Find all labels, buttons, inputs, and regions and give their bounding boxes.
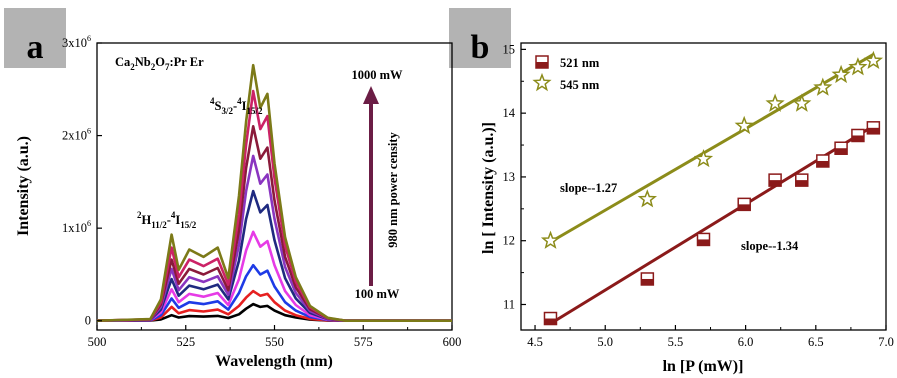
x-tick-label: 550 bbox=[265, 335, 284, 349]
x-tick-label: 6.0 bbox=[738, 335, 754, 349]
data-point-545 bbox=[863, 50, 884, 69]
spectrum-curve-9 bbox=[96, 63, 452, 322]
legend-marker-521-fill bbox=[536, 62, 548, 68]
legend-marker-545 bbox=[532, 72, 552, 92]
data-point-545 bbox=[693, 149, 714, 168]
loglog-x-ticks: 4.5 5.0 5.5 6.0 6.5 7.0 bbox=[527, 325, 894, 349]
power-arrow bbox=[363, 86, 379, 286]
data-point-545 bbox=[848, 57, 868, 76]
y-tick-label: 1x106 bbox=[62, 219, 91, 235]
data-point-521 bbox=[834, 141, 848, 155]
spectrum-x-ticks: 500 525 550 575 600 bbox=[88, 325, 462, 349]
power-dependence-chart: 4.5 5.0 5.5 6.0 6.5 7.0 11 12 13 14 15 ln [P (mW)… bbox=[480, 42, 894, 375]
loglog-y-ticks: 11 12 13 14 15 bbox=[503, 42, 526, 311]
panel-b-label: b bbox=[471, 29, 490, 66]
arrow-side-label: 980 nm power censity bbox=[386, 132, 400, 248]
spectrum-y-axis-label: Intensity (a.u.) bbox=[15, 136, 32, 236]
y-tick-label: 12 bbox=[503, 234, 516, 248]
panel-a-label-box bbox=[4, 8, 66, 68]
data-point-521 bbox=[851, 128, 865, 143]
data-point-521 bbox=[795, 173, 809, 187]
data-point-545 bbox=[637, 189, 658, 208]
legend-label-545: 545 nm bbox=[560, 78, 600, 92]
legend-label-521: 521 nm bbox=[560, 56, 600, 70]
legend: 521 nm 545 nm bbox=[532, 55, 600, 92]
arrow-bottom-label: 100 mW bbox=[355, 287, 400, 301]
spectrum-chart: 500 525 550 575 600 0 1x106 2x106 3x106 Wavelen… bbox=[15, 34, 461, 370]
data-point-521 bbox=[737, 197, 751, 212]
spectrum-curve-3 bbox=[96, 263, 452, 322]
data-point-545 bbox=[813, 77, 833, 96]
spectrum-curve-6 bbox=[96, 154, 452, 322]
data-point-521 bbox=[866, 121, 881, 135]
y-tick-label: 2x106 bbox=[62, 127, 91, 143]
x-tick-label: 600 bbox=[443, 335, 462, 349]
data-point-521 bbox=[768, 173, 782, 187]
data-point-521 bbox=[543, 311, 558, 326]
spectrum-y-ticks: 0 1x106 2x106 3x106 bbox=[62, 34, 102, 328]
x-tick-label: 4.5 bbox=[527, 335, 543, 349]
spectrum-x-axis-label: Wavelength (nm) bbox=[215, 353, 333, 370]
data-point-545 bbox=[831, 64, 851, 84]
data-point-545 bbox=[792, 93, 812, 112]
peak-label-s32: 4S3/2-4I15/2 bbox=[210, 96, 263, 116]
y-tick-label: 13 bbox=[503, 170, 516, 184]
data-point-521 bbox=[816, 154, 830, 168]
data-points bbox=[540, 50, 884, 326]
data-point-545 bbox=[765, 93, 785, 112]
x-tick-label: 500 bbox=[88, 335, 107, 349]
data-point-521 bbox=[696, 232, 711, 247]
loglog-y-axis-label: ln [ Intensity (a.u.)] bbox=[480, 122, 497, 254]
panel-a-label: a bbox=[27, 29, 44, 66]
y-tick-label: 0 bbox=[85, 314, 91, 328]
arrow-top-label: 1000 mW bbox=[351, 68, 403, 82]
data-point-521 bbox=[640, 272, 655, 286]
data-point-545 bbox=[734, 115, 754, 135]
slope-label-521: slope--1.34 bbox=[741, 239, 799, 253]
spectrum-curve-2 bbox=[96, 289, 452, 322]
spectrum-curve-4 bbox=[96, 230, 452, 322]
sample-label: Ca2Nb2O7:Pr Er bbox=[115, 55, 204, 72]
x-tick-label: 5.5 bbox=[668, 335, 684, 349]
power-arrow-head bbox=[363, 86, 379, 104]
peak-label-h112: 2H11/2-4I15/2 bbox=[137, 210, 197, 230]
spectrum-curve-7 bbox=[96, 125, 452, 322]
y-tick-label: 14 bbox=[503, 106, 516, 120]
spectrum-curve-5 bbox=[96, 189, 452, 322]
panel-b-label-box bbox=[449, 8, 511, 68]
x-tick-label: 525 bbox=[176, 335, 195, 349]
x-tick-label: 7.0 bbox=[878, 335, 894, 349]
y-tick-label: 15 bbox=[503, 42, 516, 56]
slope-label-545: slope--1.27 bbox=[560, 181, 617, 195]
spectrum-curves bbox=[96, 63, 452, 322]
loglog-plot-frame bbox=[520, 42, 887, 331]
x-tick-label: 5.0 bbox=[597, 335, 613, 349]
data-point-545 bbox=[540, 230, 561, 249]
x-tick-label: 6.5 bbox=[808, 335, 824, 349]
y-tick-label: 3x106 bbox=[62, 34, 91, 50]
loglog-x-axis-label: ln [P (mW)] bbox=[663, 358, 744, 375]
y-tick-label: 11 bbox=[503, 297, 515, 311]
x-tick-label: 575 bbox=[354, 335, 373, 349]
